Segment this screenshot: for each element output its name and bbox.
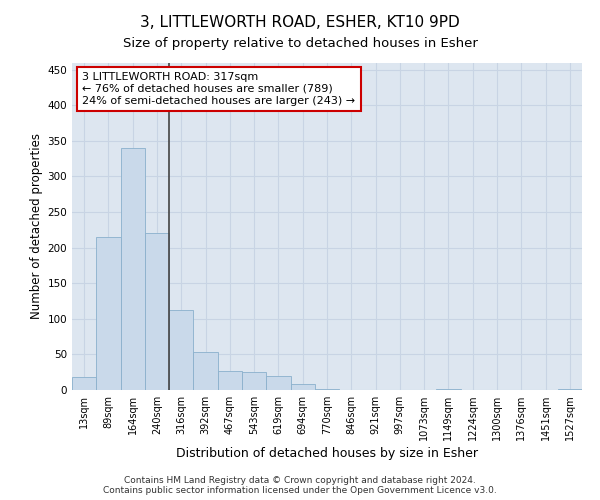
Bar [96, 237, 121, 390]
Bar [145, 234, 169, 390]
Text: 3, LITTLEWORTH ROAD, ESHER, KT10 9PD: 3, LITTLEWORTH ROAD, ESHER, KT10 9PD [140, 15, 460, 30]
Text: 3 LITTLEWORTH ROAD: 317sqm
← 76% of detached houses are smaller (789)
24% of sem: 3 LITTLEWORTH ROAD: 317sqm ← 76% of deta… [82, 72, 355, 106]
Bar [121, 148, 145, 390]
X-axis label: Distribution of detached houses by size in Esher: Distribution of detached houses by size … [176, 448, 478, 460]
Bar [72, 377, 96, 390]
Bar [193, 352, 218, 390]
Bar [169, 310, 193, 390]
Text: Contains HM Land Registry data © Crown copyright and database right 2024.
Contai: Contains HM Land Registry data © Crown c… [103, 476, 497, 495]
Bar [242, 372, 266, 390]
Y-axis label: Number of detached properties: Number of detached properties [30, 133, 43, 320]
Text: Size of property relative to detached houses in Esher: Size of property relative to detached ho… [122, 38, 478, 51]
Bar [266, 376, 290, 390]
Bar [218, 372, 242, 390]
Bar [290, 384, 315, 390]
